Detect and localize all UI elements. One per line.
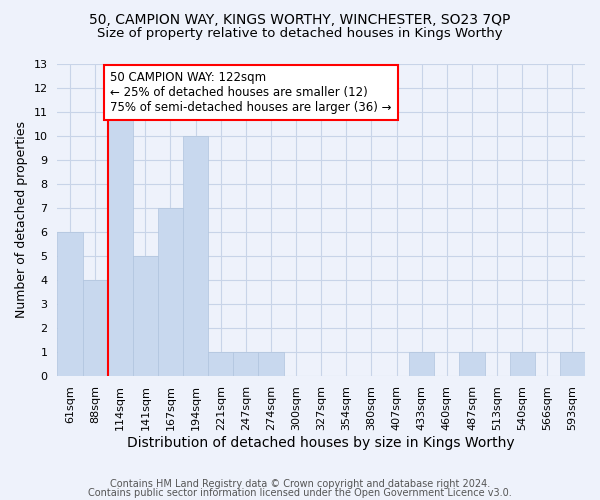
Text: Contains HM Land Registry data © Crown copyright and database right 2024.: Contains HM Land Registry data © Crown c…	[110, 479, 490, 489]
Text: 50, CAMPION WAY, KINGS WORTHY, WINCHESTER, SO23 7QP: 50, CAMPION WAY, KINGS WORTHY, WINCHESTE…	[89, 12, 511, 26]
Text: Contains public sector information licensed under the Open Government Licence v3: Contains public sector information licen…	[88, 488, 512, 498]
Bar	[183, 136, 208, 376]
X-axis label: Distribution of detached houses by size in Kings Worthy: Distribution of detached houses by size …	[127, 436, 515, 450]
Bar	[158, 208, 183, 376]
Bar	[58, 232, 83, 376]
Bar	[560, 352, 585, 376]
Bar	[208, 352, 233, 376]
Y-axis label: Number of detached properties: Number of detached properties	[15, 122, 28, 318]
Bar	[233, 352, 259, 376]
Bar	[133, 256, 158, 376]
Bar	[409, 352, 434, 376]
Text: 50 CAMPION WAY: 122sqm
← 25% of detached houses are smaller (12)
75% of semi-det: 50 CAMPION WAY: 122sqm ← 25% of detached…	[110, 71, 392, 114]
Bar	[259, 352, 284, 376]
Text: Size of property relative to detached houses in Kings Worthy: Size of property relative to detached ho…	[97, 28, 503, 40]
Bar	[460, 352, 485, 376]
Bar	[509, 352, 535, 376]
Bar	[83, 280, 107, 376]
Bar	[107, 112, 133, 376]
